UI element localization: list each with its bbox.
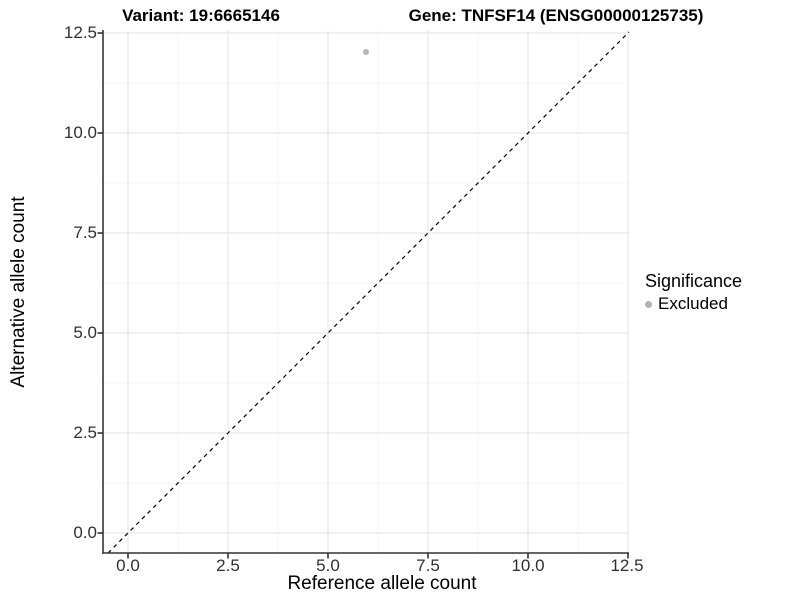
major-gridlines (103, 30, 629, 553)
minor-gridlines (103, 30, 629, 553)
legend: Significance Excluded (645, 270, 742, 314)
y-axis-title: Alternative allele count (8, 196, 29, 388)
x-tick-label: 0.0 (116, 556, 140, 575)
x-axis-title: Reference allele count (287, 573, 477, 594)
y-tick-label: 0.0 (73, 523, 97, 542)
variant-title: Variant: 19:6665146 (122, 6, 280, 25)
identity-dashed-line (107, 31, 630, 554)
y-tick-label: 2.5 (73, 423, 97, 442)
y-tick-label: 12.5 (63, 23, 97, 42)
legend-item-excluded: Excluded (645, 294, 742, 314)
y-tick-label: 10.0 (63, 123, 97, 142)
x-tick-label: 5.0 (316, 556, 340, 575)
y-tick-label: 7.5 (73, 223, 97, 242)
x-tick-label: 2.5 (216, 556, 240, 575)
excluded-point-icon (645, 300, 652, 308)
y-tick-label: 5.0 (73, 323, 97, 342)
data-point-excluded (363, 49, 369, 55)
x-tick-label: 10.0 (511, 556, 545, 575)
x-tick-label: 12.5 (610, 556, 644, 575)
gene-title: Gene: TNFSF14 (ENSG00000125735) (408, 6, 704, 25)
plot-panel (103, 30, 629, 553)
axis-tick-marks (97, 32, 629, 559)
x-tick-label: 7.5 (416, 556, 440, 575)
legend-item-label: Excluded (658, 294, 728, 313)
legend-title: Significance (645, 271, 743, 291)
